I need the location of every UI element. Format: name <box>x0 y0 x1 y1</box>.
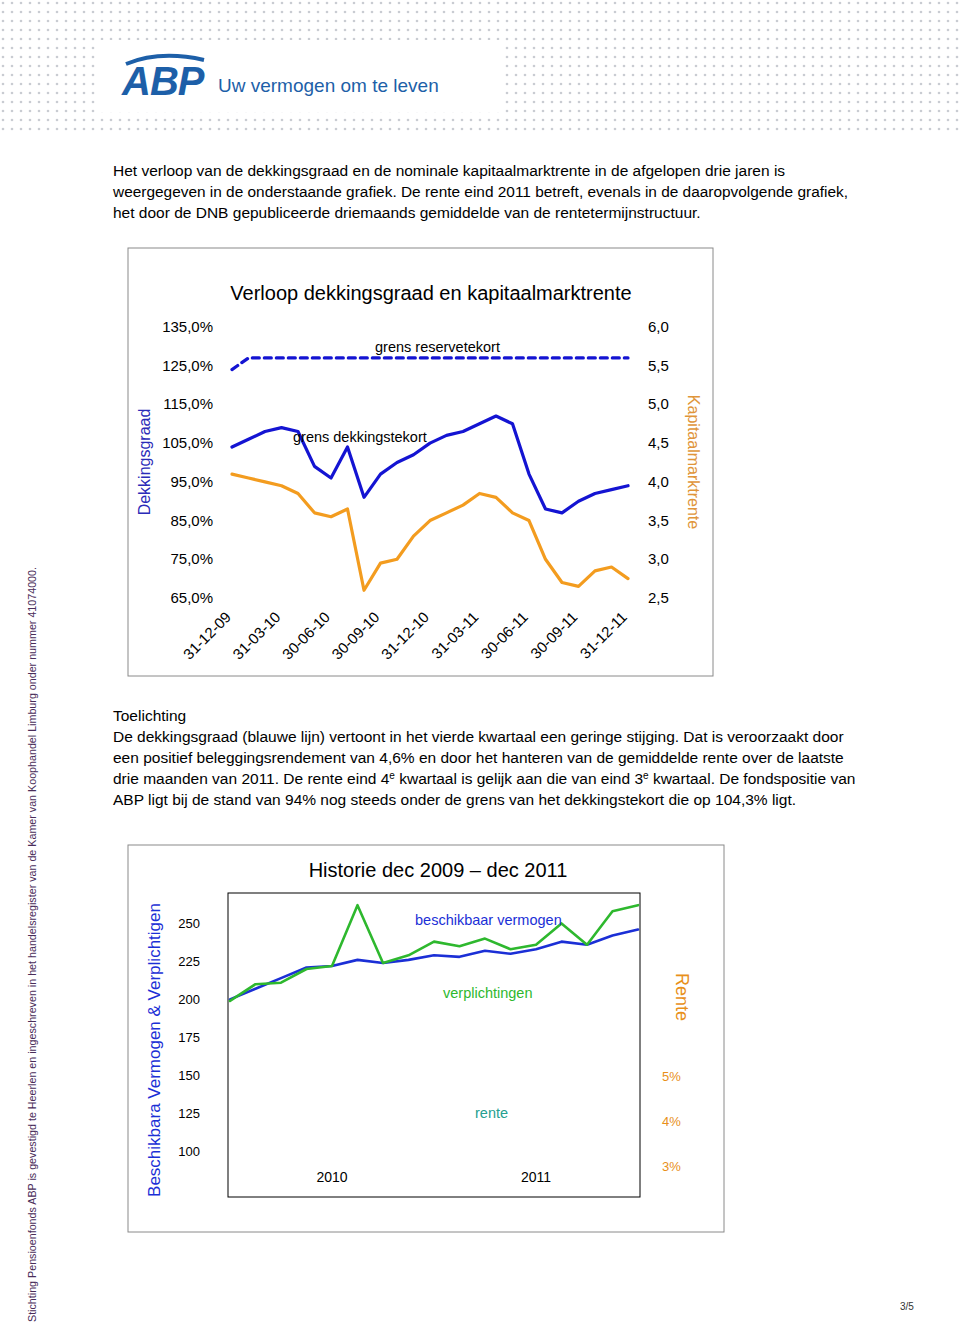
y-tick-label: 125 <box>178 1106 200 1121</box>
y-tick-label: 85,0% <box>170 512 213 529</box>
series-label: grens reservetekort <box>375 339 500 355</box>
body-line: De dekkingsgraad (blauwe lijn) vertoont … <box>113 728 844 745</box>
side-note: Stichting Pensioenfonds ABP is gevestigd… <box>26 567 38 1322</box>
y-tick-label: 135,0% <box>162 318 213 335</box>
y-tick-label: 95,0% <box>170 473 213 490</box>
plot-data <box>230 905 638 1001</box>
y-tick-label: 125,0% <box>162 357 213 374</box>
tagline: Uw vermogen om te leven <box>218 75 439 96</box>
text-run: kwartaal. De fondspositie van <box>649 770 856 787</box>
y2-tick-label: 4,0 <box>648 473 669 490</box>
y2-tick-label: 3% <box>662 1159 681 1174</box>
y-tick-label: 105,0% <box>162 434 213 451</box>
series-line <box>232 416 628 513</box>
logo-swoosh <box>126 56 204 64</box>
y2-tick-label: 4,5 <box>648 434 669 451</box>
body-line: een positief beleggingsrendement van 4,6… <box>113 749 844 766</box>
text-run: drie maanden van 2011. De rente eind 4 <box>113 770 390 787</box>
annotation: rente <box>475 1105 508 1121</box>
page-number: 3/5 <box>900 1301 914 1312</box>
y-tick-label: 65,0% <box>170 589 213 606</box>
y2-tick-label: 3,0 <box>648 550 669 567</box>
y-tick-label: 100 <box>178 1144 200 1159</box>
y-tick-label: 115,0% <box>163 395 213 412</box>
chart-border <box>128 248 713 676</box>
y2-tick-label: 5,0 <box>648 395 669 412</box>
y-tick-label: 250 <box>178 916 200 931</box>
x-tick-label: 2010 <box>316 1169 347 1185</box>
y2-tick-label: 3,5 <box>648 512 669 529</box>
intro-line: Het verloop van de dekkingsgraad en de n… <box>113 162 785 179</box>
y2-tick-label: 5% <box>662 1069 681 1084</box>
header-logo-area <box>100 40 500 112</box>
section-heading: Toelichting <box>113 707 186 724</box>
series-label: verplichtingen <box>443 985 532 1001</box>
chart: Historie dec 2009 – dec 2011 100 125 150 175… <box>128 845 724 1232</box>
y-tick-label: 225 <box>178 954 200 969</box>
x-tick-label: 31-03-10 <box>229 608 283 662</box>
y-tick-label: 150 <box>178 1068 200 1083</box>
series-line <box>232 358 628 370</box>
x-tick-label: 30-09-10 <box>328 608 382 662</box>
y-axis-label: Dekkingsgraad <box>136 409 153 516</box>
y-axis-label: Beschikbara Vermogen & Verplichtigen <box>145 903 164 1197</box>
y-tick-label: 200 <box>178 992 200 1007</box>
body-line: drie maanden van 2011. De rente eind 4e … <box>113 770 855 788</box>
text-run: kwartaal is gelijk aan die van eind 3 <box>395 770 643 787</box>
y2-axis-label: Rente <box>672 973 692 1021</box>
y-tick-label: 175 <box>178 1030 200 1045</box>
x-tick-label: 2011 <box>521 1169 551 1185</box>
series-line <box>230 929 638 999</box>
chart-title: Verloop dekkingsgraad en kapitaalmarktre… <box>230 282 631 304</box>
y2-tick-label: 6,0 <box>648 318 669 335</box>
plot-frame <box>228 893 640 1197</box>
text-run: De dekkingsgraad (blauwe lijn) vertoont … <box>113 728 844 745</box>
x-tick-label: 30-06-10 <box>279 608 333 662</box>
chart-border <box>128 845 724 1232</box>
y2-tick-label: 4% <box>662 1114 681 1129</box>
chart-title: Historie dec 2009 – dec 2011 <box>309 859 568 881</box>
series-label: beschikbaar vermogen <box>415 912 562 928</box>
annotation: grens dekkingstekort <box>293 429 427 445</box>
x-tick-label: 31-12-11 <box>576 608 630 662</box>
text-run: een positief beleggingsrendement van 4,6… <box>113 749 844 766</box>
series-line <box>230 905 638 1001</box>
page: ABP Uw vermogen om te leven Stichting Pens… <box>0 0 960 1330</box>
x-tick-label: 31-12-10 <box>378 608 432 662</box>
intro-line: weergegeven in de onderstaande grafiek. … <box>112 183 848 200</box>
intro-line: het door de DNB gepubliceerde driemaands… <box>113 204 701 221</box>
y2-tick-label: 2,5 <box>648 589 669 606</box>
series-line <box>232 474 628 590</box>
x-tick-label: 31-12-09 <box>180 608 234 662</box>
text-run: ABP ligt bij de stand van 94% nog steeds… <box>113 791 796 808</box>
x-tick-label: 30-06-11 <box>477 608 531 662</box>
plot-data <box>232 358 628 590</box>
body-line: ABP ligt bij de stand van 94% nog steeds… <box>113 791 796 808</box>
y2-tick-label: 5,5 <box>648 357 669 374</box>
logo: ABP <box>121 59 205 103</box>
header-pattern <box>0 0 960 132</box>
y2-axis-label: Kapitaalmarktrente <box>685 395 702 529</box>
y-tick-label: 75,0% <box>170 550 213 567</box>
x-tick-label: 31-03-11 <box>428 608 482 662</box>
x-tick-label: 30-09-11 <box>527 608 581 662</box>
chart: Verloop dekkingsgraad en kapitaalmarktre… <box>128 248 713 676</box>
